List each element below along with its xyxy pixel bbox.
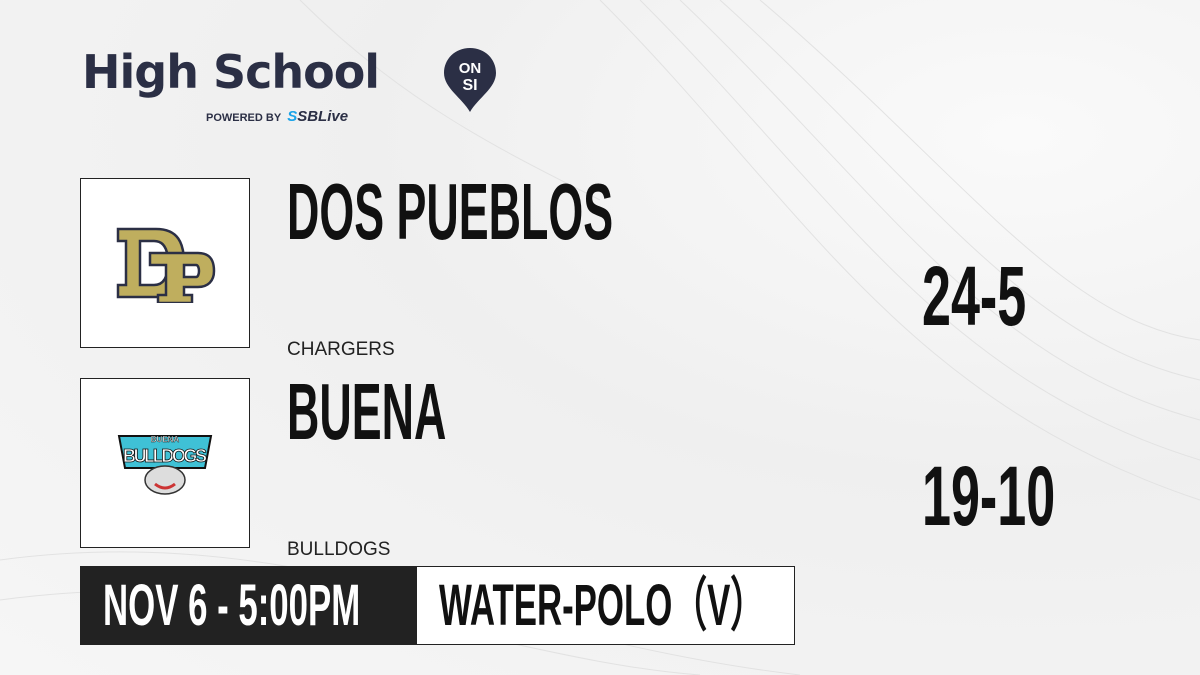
sblive-s-icon: S	[287, 108, 298, 125]
team-mascot-away: BULLDOGS	[287, 539, 391, 560]
svg-text:BUENA: BUENA	[151, 435, 180, 444]
team-logo-dos-pueblos[interactable]	[80, 178, 250, 348]
team-name-home[interactable]: DOS PUEBLOS	[287, 167, 614, 256]
team-record-home: 24-5	[922, 249, 1027, 343]
game-datetime: NOV 6 - 5:00PM	[103, 572, 361, 638]
dp-logo-icon	[116, 227, 216, 303]
game-sport: WATER-POLO（V）	[439, 572, 766, 638]
game-info-bar: NOV 6 - 5:00PM WATER-POLO（V）	[80, 566, 795, 645]
team-record-away: 19-10	[922, 449, 1056, 543]
badge-bottom: SI	[462, 77, 477, 94]
team-mascot-home: CHARGERS	[287, 339, 395, 360]
sblive-logo: SSBLive	[287, 108, 348, 125]
high-school-on-si-logo[interactable]: High School ON SI POWERED BY SSBLive	[82, 44, 496, 125]
brand-title: High School	[82, 45, 380, 99]
on-si-pin-icon: ON SI	[444, 48, 496, 112]
partner-name: SBLive	[297, 108, 349, 125]
team-name-away[interactable]: BUENA	[287, 367, 447, 456]
bulldog-logo-icon: BUENA BULLDOGS	[117, 435, 213, 495]
powered-by-label: POWERED BY	[206, 112, 282, 124]
svg-text:BULLDOGS: BULLDOGS	[123, 446, 207, 466]
team-logo-buena[interactable]: BUENA BULLDOGS	[80, 378, 250, 548]
badge-top: ON	[459, 60, 482, 77]
